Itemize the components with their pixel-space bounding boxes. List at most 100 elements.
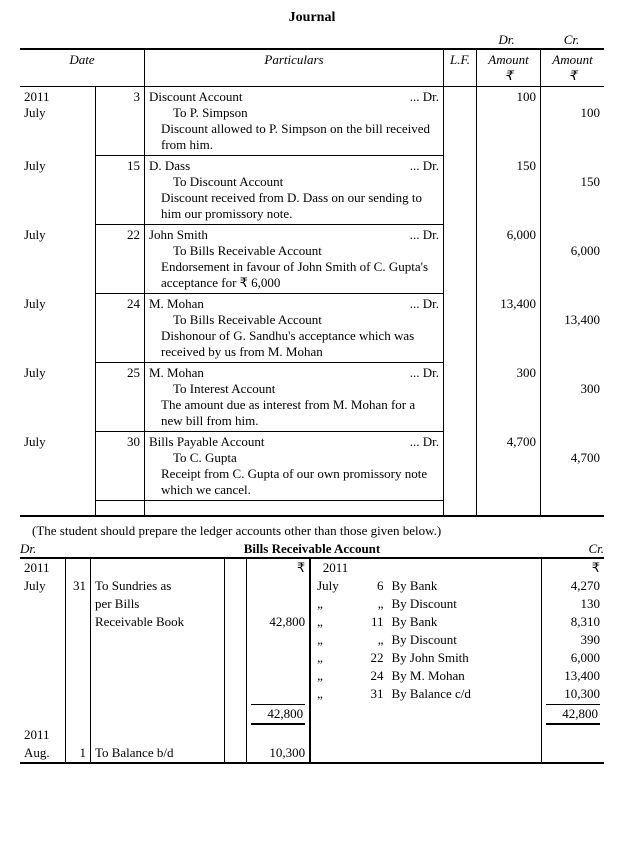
r-amt: 6,000: [541, 649, 604, 667]
l-amt: [247, 667, 311, 685]
entry-particulars: Bills Payable Account... Dr.To C. GuptaR…: [145, 432, 444, 501]
entry-dr-amt: 150: [477, 156, 541, 225]
l-total: 42,800: [251, 704, 305, 725]
th-particulars: Particulars: [145, 49, 444, 87]
r-part: By Bank: [388, 577, 520, 595]
journal-title: Journal: [20, 10, 604, 26]
entry-month: July: [20, 156, 96, 225]
l-day: [66, 649, 91, 667]
r-part: By Balance c/d: [388, 685, 520, 703]
l-amt: [247, 649, 311, 667]
ledger-table: 2011₹2011₹July31To Sundries asJuly6By Ba…: [20, 557, 604, 764]
r-part: By Discount: [388, 595, 520, 613]
entry-month: July: [20, 432, 96, 501]
r-day: „: [360, 631, 388, 649]
entry-day: 24: [96, 294, 145, 363]
entry-lf: [444, 225, 477, 294]
bf-day: 1: [66, 744, 91, 763]
r-total: 42,800: [546, 704, 600, 725]
r-amt: 4,270: [541, 577, 604, 595]
entry-cr-amt: 100: [541, 87, 605, 156]
entry-lf: [444, 363, 477, 432]
r-day: 31: [360, 685, 388, 703]
r-amt: 130: [541, 595, 604, 613]
r-part: By Bank: [388, 613, 520, 631]
l-month: July: [20, 577, 66, 595]
l-amt: [247, 685, 311, 703]
l-month: [20, 631, 66, 649]
r-month: „: [310, 631, 360, 649]
cr-header: Cr.: [539, 32, 604, 48]
l-part: [90, 685, 224, 703]
ledger-title: Bills Receivable Account: [50, 541, 574, 557]
entry-particulars: M. Mohan... Dr.To Bills Receivable Accou…: [145, 294, 444, 363]
entry-lf: [444, 294, 477, 363]
r-year: 2011: [310, 558, 360, 577]
bf-part: To Balance b/d: [90, 744, 224, 763]
entry-lf: [444, 87, 477, 156]
r-part: By John Smith: [388, 649, 520, 667]
r-amt: 10,300: [541, 685, 604, 703]
r-day: „: [360, 595, 388, 613]
entry-particulars: D. Dass... Dr.To Discount AccountDiscoun…: [145, 156, 444, 225]
entry-particulars: John Smith... Dr.To Bills Receivable Acc…: [145, 225, 444, 294]
r-month: „: [310, 613, 360, 631]
r-amt: 13,400: [541, 667, 604, 685]
l-part: [90, 667, 224, 685]
l-day: [66, 613, 91, 631]
entry-day: 15: [96, 156, 145, 225]
l-month: [20, 595, 66, 613]
l-rupee: ₹: [247, 558, 311, 577]
th-lf: L.F.: [444, 49, 477, 87]
l-year: 2011: [20, 558, 66, 577]
entry-cr-amt: 6,000: [541, 225, 605, 294]
r-day: 24: [360, 667, 388, 685]
entry-dr-amt: 300: [477, 363, 541, 432]
l-part: Receivable Book: [90, 613, 224, 631]
bf-year: 2011: [20, 726, 66, 744]
ledger-cr: Cr.: [574, 541, 604, 557]
l-amt: [247, 577, 311, 595]
bf-amt: 10,300: [247, 744, 311, 763]
l-month: [20, 685, 66, 703]
l-month: [20, 613, 66, 631]
entry-dr-amt: 100: [477, 87, 541, 156]
l-month: [20, 649, 66, 667]
r-rupee: ₹: [541, 558, 604, 577]
r-month: July: [310, 577, 360, 595]
r-month: „: [310, 595, 360, 613]
r-day: 22: [360, 649, 388, 667]
entry-particulars: Discount Account... Dr.To P. SimpsonDisc…: [145, 87, 444, 156]
entry-day: 30: [96, 432, 145, 501]
journal-table: Date Particulars L.F. Amount₹ Amount₹ 20…: [20, 48, 604, 517]
entry-cr-amt: 13,400: [541, 294, 605, 363]
entry-particulars: M. Mohan... Dr.To Interest AccountThe am…: [145, 363, 444, 432]
entry-day: 25: [96, 363, 145, 432]
entry-cr-amt: 300: [541, 363, 605, 432]
entry-cr-amt: 150: [541, 156, 605, 225]
entry-day: 3: [96, 87, 145, 156]
entry-month: July: [20, 225, 96, 294]
l-day: 31: [66, 577, 91, 595]
l-day: [66, 631, 91, 649]
l-day: [66, 667, 91, 685]
th-cr: Amount₹: [541, 49, 605, 87]
l-day: [66, 685, 91, 703]
l-part: [90, 649, 224, 667]
ledger-dr: Dr.: [20, 541, 50, 557]
th-dr: Amount₹: [477, 49, 541, 87]
entry-lf: [444, 432, 477, 501]
r-day: 6: [360, 577, 388, 595]
entry-dr-amt: 6,000: [477, 225, 541, 294]
entry-cr-amt: 4,700: [541, 432, 605, 501]
dr-header: Dr.: [474, 32, 539, 48]
r-month: „: [310, 667, 360, 685]
l-amt: [247, 595, 311, 613]
th-date: Date: [20, 49, 145, 87]
entry-month: July: [20, 363, 96, 432]
l-amt: [247, 631, 311, 649]
r-month: „: [310, 685, 360, 703]
r-amt: 8,310: [541, 613, 604, 631]
entry-dr-amt: 4,700: [477, 432, 541, 501]
l-part: To Sundries as: [90, 577, 224, 595]
